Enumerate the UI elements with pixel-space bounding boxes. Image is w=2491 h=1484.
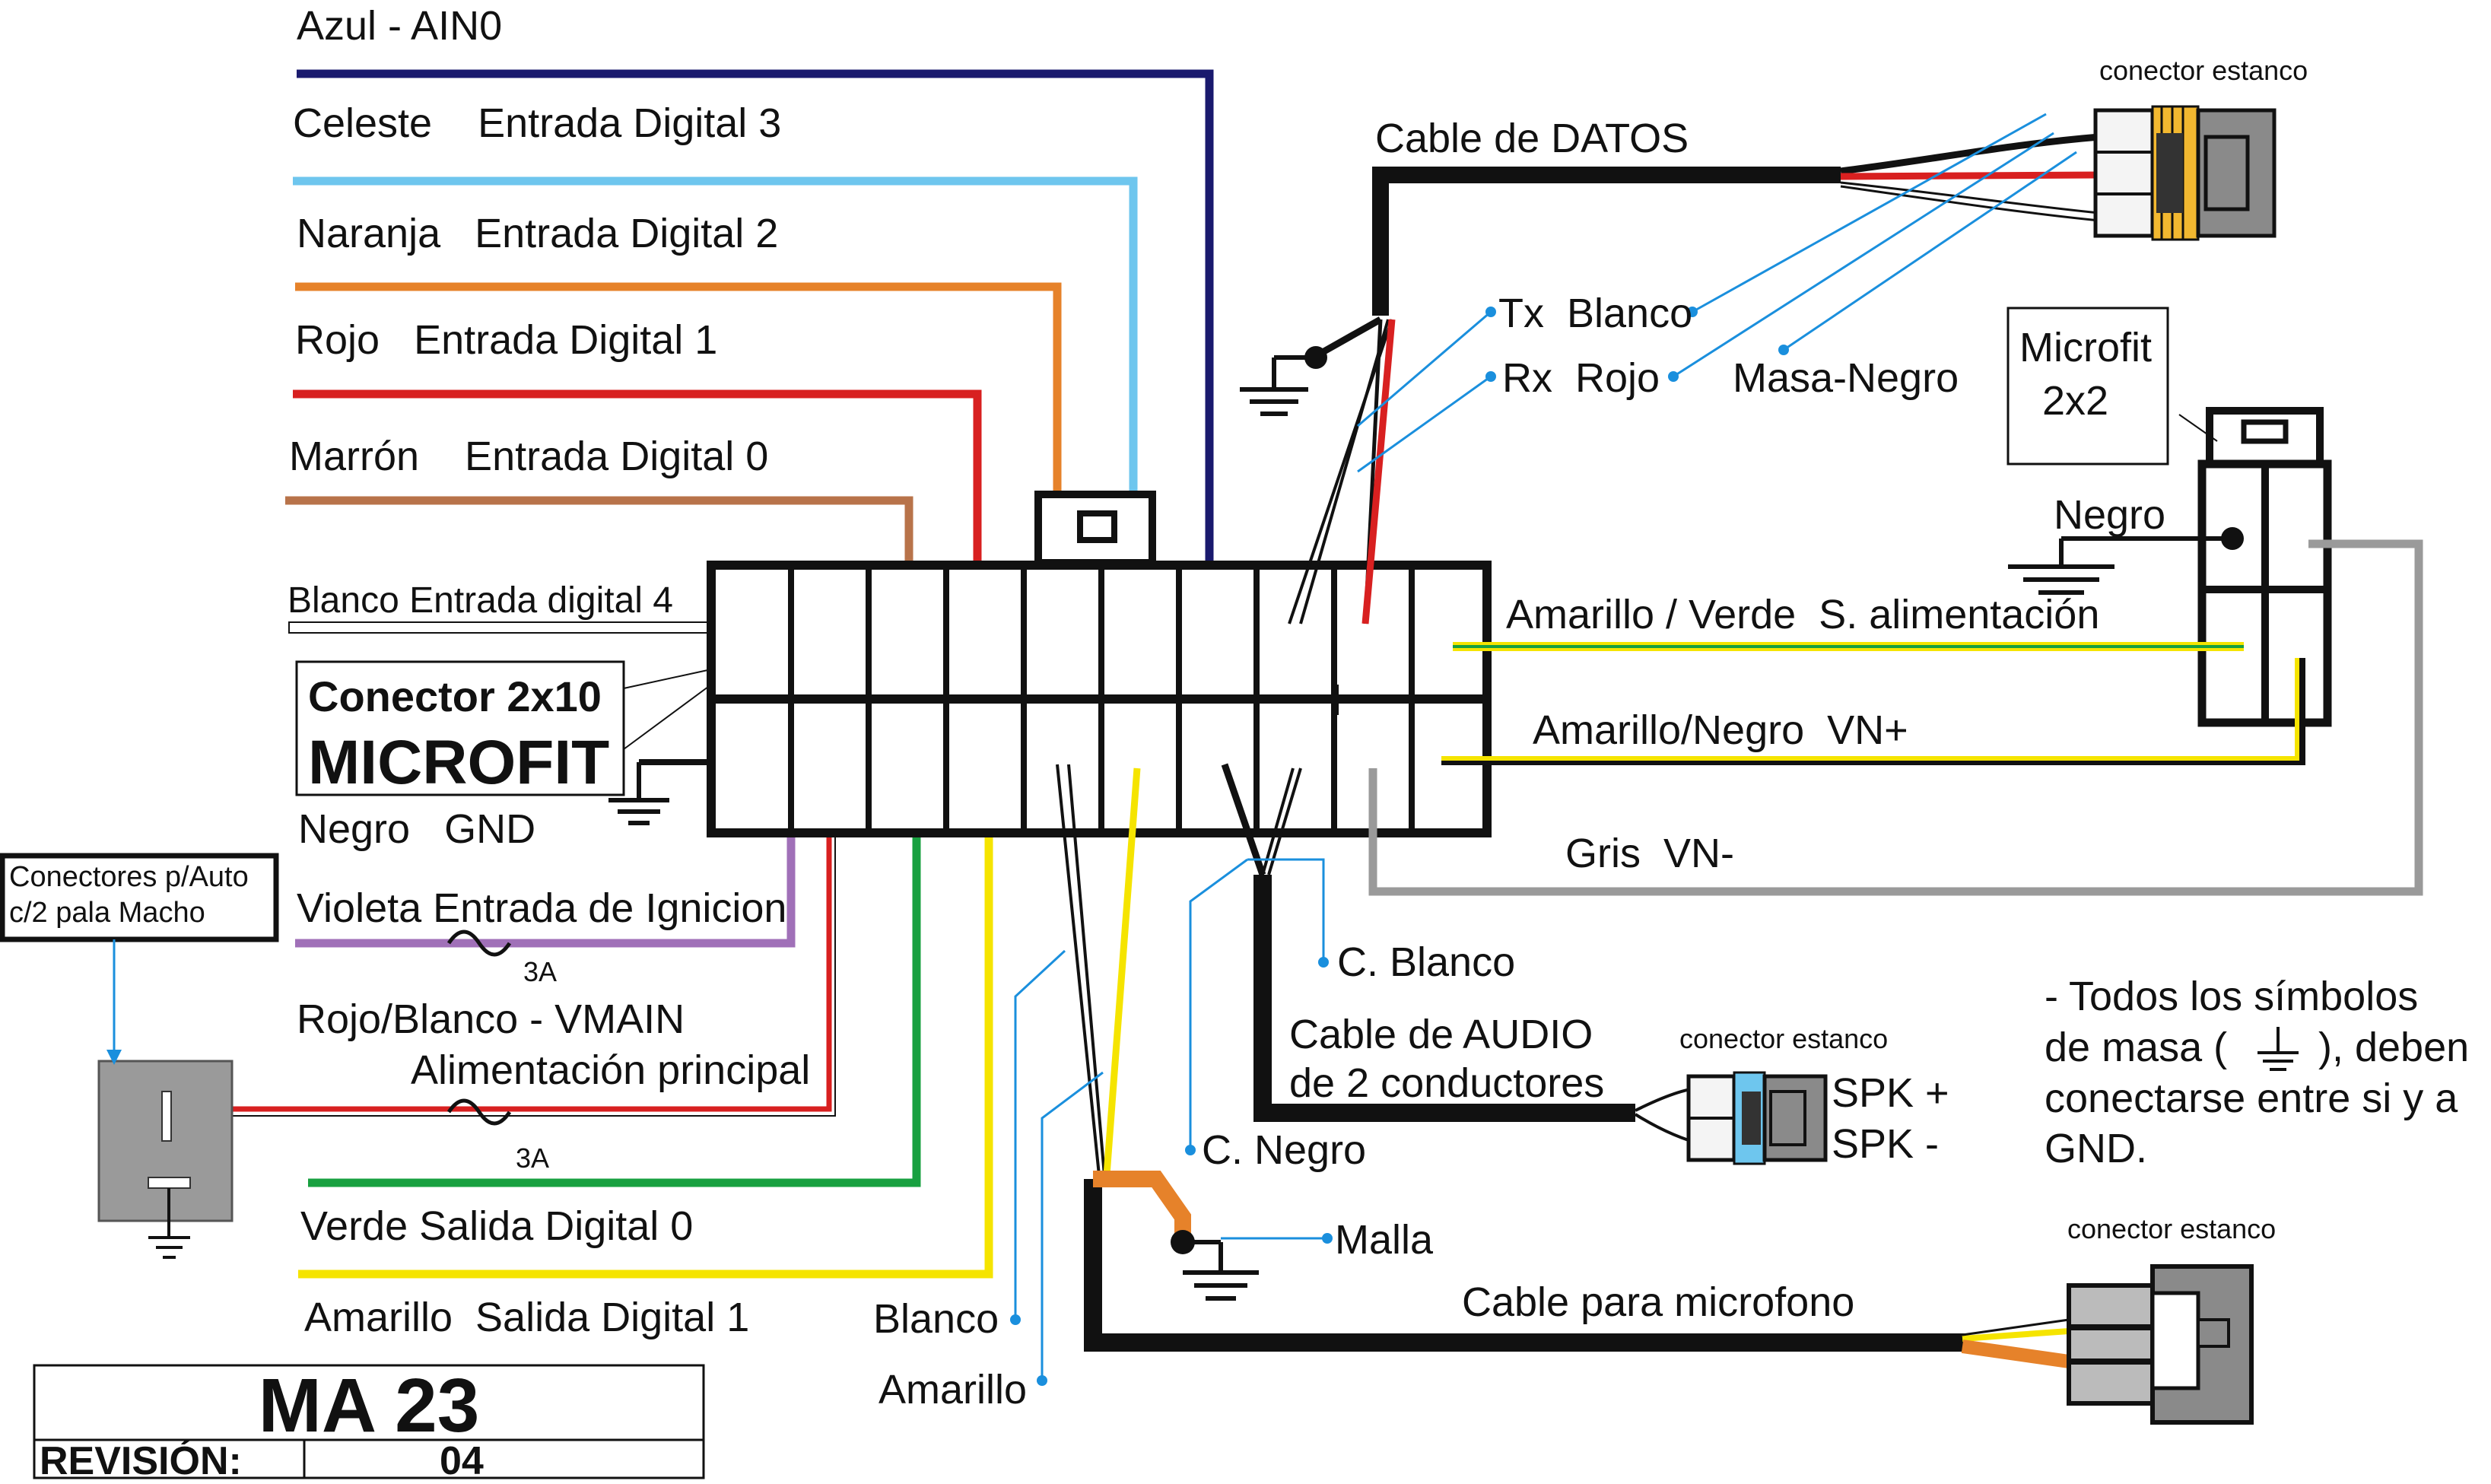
label-microfit-2x2-line2: 2x2 xyxy=(2042,378,2108,424)
fuse-vmain-label: 3A xyxy=(516,1142,549,1174)
wire-rojo xyxy=(293,389,982,635)
label-blanco: Blanco xyxy=(873,1296,999,1342)
label-negro-gnd: Negro GND xyxy=(298,806,535,852)
label-conectores-auto-2: c/2 pala Macho xyxy=(9,897,205,929)
label-negro: Negro xyxy=(2054,492,2165,538)
label-microfit: MICROFIT xyxy=(308,728,609,797)
ground-symbol-malla xyxy=(1183,1240,1259,1301)
label-amarillo-negro: Amarillo/Negro VN+ xyxy=(1533,707,1908,753)
label-spk-minus: SPK - xyxy=(1832,1121,1939,1167)
label-conector-estanco-1: conector estanco xyxy=(2099,55,2308,86)
label-conector-2x10: Conector 2x10 xyxy=(308,672,602,720)
note-line-4: GND. xyxy=(2045,1126,2147,1171)
connector-2x10 xyxy=(707,491,1492,837)
label-cable-audio-2: de 2 conductores xyxy=(1289,1060,1604,1106)
wire-verde xyxy=(308,757,921,1187)
label-naranja: Naranja Entrada Digital 2 xyxy=(297,211,778,256)
note-line-1: - Todos los símbolos xyxy=(2045,974,2418,1019)
fuse-vmain xyxy=(446,1098,512,1126)
label-conector-estanco-2: conector estanco xyxy=(1679,1023,1888,1054)
wire-celeste xyxy=(293,176,1138,635)
pointer-lines xyxy=(1014,113,2077,1381)
audio-connector-estanco xyxy=(1686,1071,1828,1165)
data-cable xyxy=(1288,133,2100,624)
label-microfit-2x2-line1: Microfit xyxy=(2019,325,2152,370)
microphone-cable xyxy=(1056,764,2070,1368)
label-cable-audio-1: Cable de AUDIO xyxy=(1289,1012,1593,1057)
label-violeta: Violeta Entrada de Ignicion xyxy=(297,885,786,931)
title-revision-value: 04 xyxy=(440,1439,484,1483)
label-blanco-ed4: Blanco Entrada digital 4 xyxy=(288,580,673,621)
label-conector-estanco-3: conector estanco xyxy=(2067,1213,2276,1244)
label-cable-microfono: Cable para microfono xyxy=(1462,1279,1854,1325)
label-rx: Rx Rojo xyxy=(1502,355,1660,401)
label-malla: Malla xyxy=(1335,1217,1434,1263)
wire-rojo-blanco-edge xyxy=(164,757,836,1117)
ground-symbol-microfit xyxy=(2008,539,2114,595)
note-line-2a: de masa ( xyxy=(2045,1025,2227,1070)
label-azul: Azul - AIN0 xyxy=(297,3,502,49)
title-model: MA 23 xyxy=(259,1363,480,1448)
label-cable-datos: Cable de DATOS xyxy=(1375,116,1689,161)
label-rojo-blanco: Rojo/Blanco - VMAIN xyxy=(297,996,685,1042)
data-gnd-junction xyxy=(1304,346,1327,369)
conector-label-box xyxy=(295,660,625,796)
label-gris: Gris VN- xyxy=(1565,831,1734,876)
data-connector-estanco xyxy=(2093,105,2277,241)
label-amarillo-verde: Amarillo / Verde S. alimentación xyxy=(1506,592,2099,637)
ground-symbol-data xyxy=(1240,355,1316,416)
microfit-2x2-connector xyxy=(2006,307,2332,727)
label-alim-principal: Alimentación principal xyxy=(411,1047,810,1093)
label-amarillo: Amarillo xyxy=(879,1367,1027,1413)
ground-symbol-gnd xyxy=(608,762,669,825)
label-c-negro: C. Negro xyxy=(1202,1127,1366,1173)
label-rojo: Rojo Entrada Digital 1 xyxy=(295,317,717,363)
title-revision-label: REVISIÓN: xyxy=(40,1439,242,1483)
pointer-dots xyxy=(1010,307,1789,1386)
label-spk-plus: SPK + xyxy=(1832,1070,1949,1116)
wire-gris xyxy=(1368,539,2423,896)
wire-rojo-blanco xyxy=(164,757,832,1112)
label-masa-negro: Masa-Negro xyxy=(1733,355,1959,401)
microphone-connector-estanco xyxy=(2067,1264,2254,1425)
ground-symbol-note xyxy=(2257,1027,2299,1071)
label-marron: Marrón Entrada Digital 0 xyxy=(289,434,768,479)
label-verde: Verde Salida Digital 0 xyxy=(300,1203,693,1249)
label-celeste: Celeste Entrada Digital 3 xyxy=(293,100,781,146)
label-tx: Tx Blanco xyxy=(1498,291,1692,336)
note-line-2b: ), deben xyxy=(2318,1025,2469,1070)
note-line-3: conectarse entre si y a xyxy=(2045,1076,2458,1121)
label-amarillo-sd1: Amarillo Salida Digital 1 xyxy=(304,1295,749,1340)
label-c-blanco: C. Blanco xyxy=(1337,939,1515,985)
wire-amarillo-sd1 xyxy=(298,757,993,1279)
label-conectores-auto-1: Conectores p/Auto xyxy=(9,861,249,893)
microfit-gnd-junction xyxy=(2221,527,2244,550)
right-wires xyxy=(1368,536,2423,896)
wire-azul xyxy=(297,69,1214,635)
wire-blanco-ed4 xyxy=(288,621,758,634)
auto-connector xyxy=(97,1060,234,1259)
fuse-ignition xyxy=(446,929,512,957)
title-block: MA 23 REVISIÓN: 04 xyxy=(33,1363,705,1483)
wire-amarillo-negro-stripe xyxy=(1441,658,2299,761)
auto-connector-callout-box xyxy=(0,853,279,942)
fuse-ignition-label: 3A xyxy=(523,956,557,987)
